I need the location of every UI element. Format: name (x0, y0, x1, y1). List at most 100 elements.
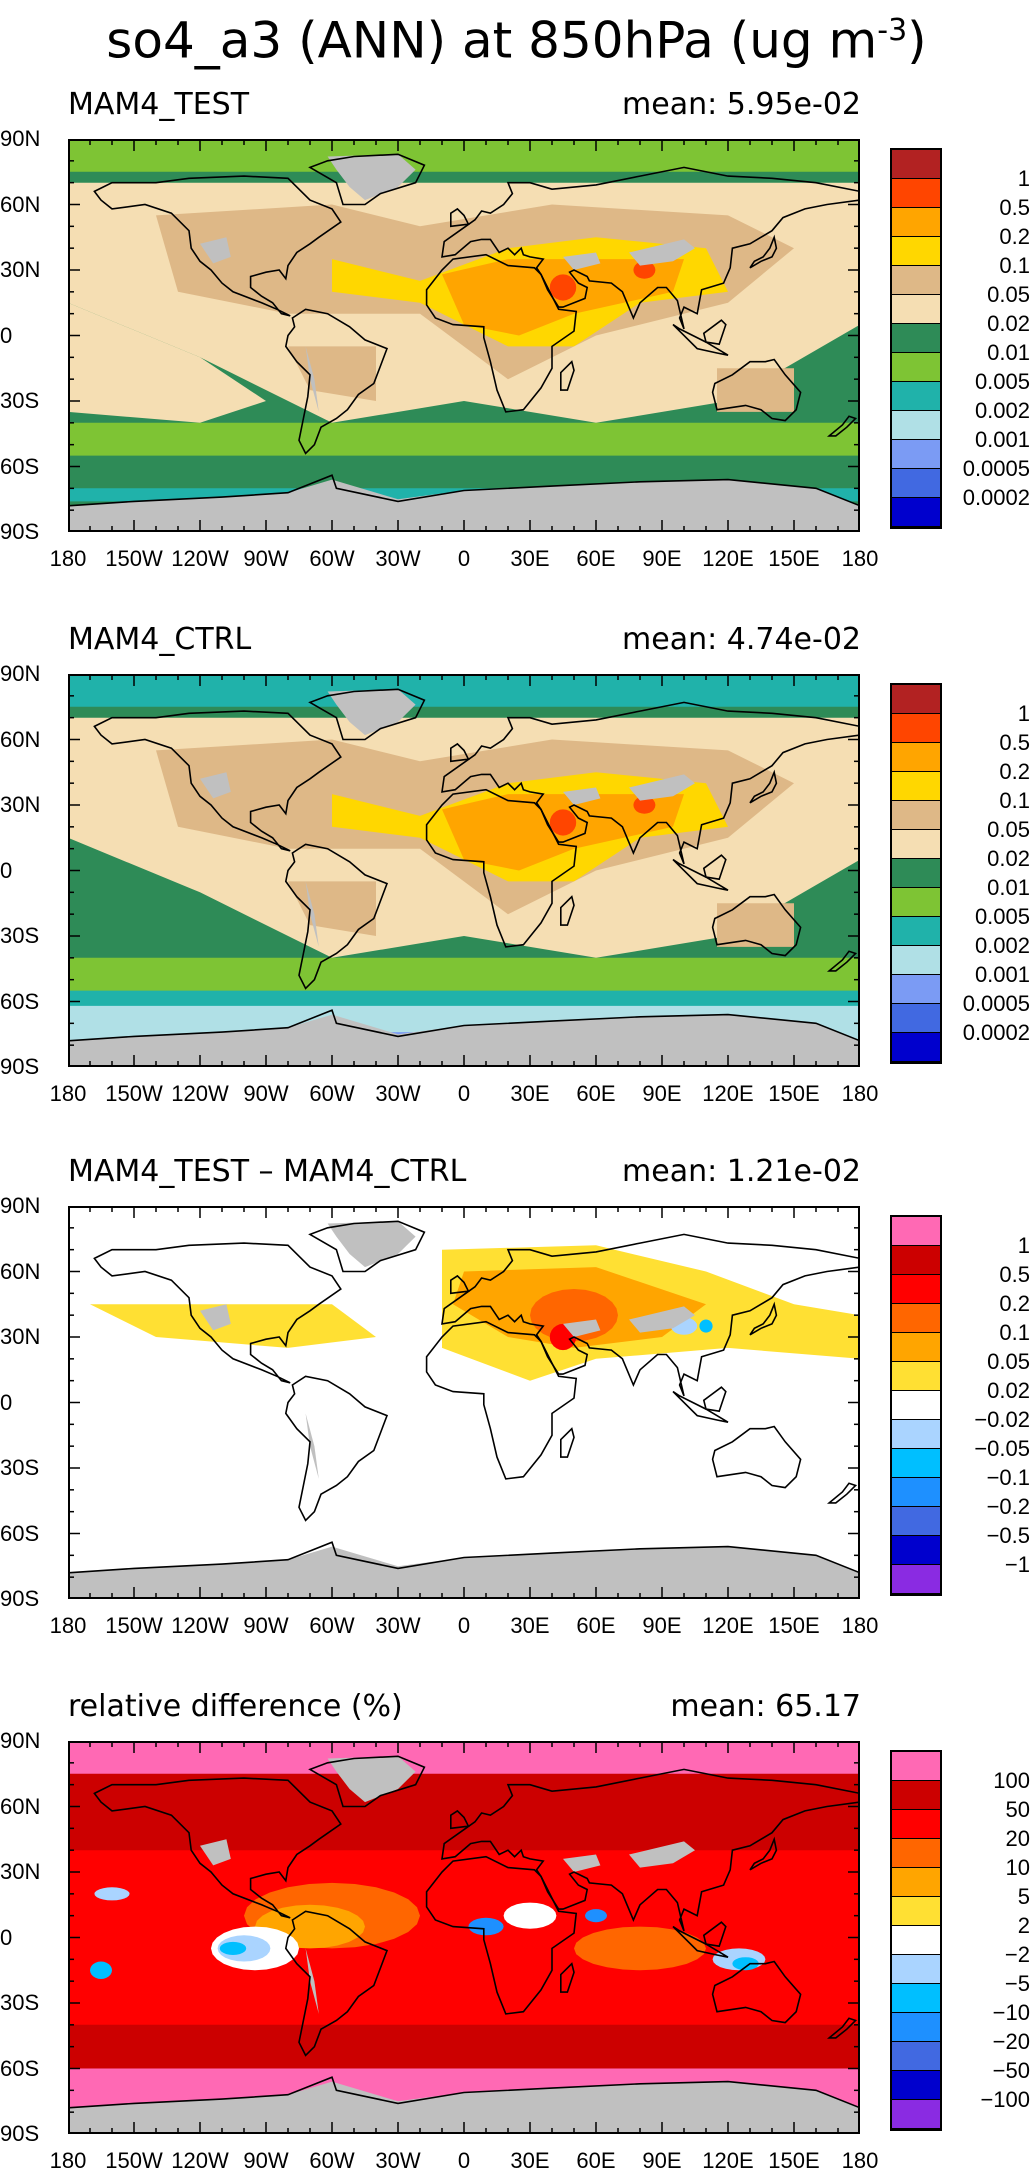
panel-title: MAM4_TEST (68, 87, 250, 122)
coastline-africa (425, 788, 578, 948)
colorbar-level-label: −20 (992, 2029, 1030, 2054)
colorbar-swatch (892, 917, 940, 946)
colorbar-swatch (892, 382, 940, 411)
colorbar-level-label: 0.5 (999, 730, 1030, 755)
colorbar-level-label: 0.001 (974, 962, 1030, 987)
coastline-newzealand (826, 415, 858, 437)
lat-tick-label: 60N (0, 191, 41, 217)
lon-tick-label: 120E (702, 1613, 754, 1638)
contour-fill (68, 1850, 860, 2025)
colorbar-level-label: −100 (980, 2087, 1030, 2112)
colorbar-swatch (892, 1478, 940, 1507)
lon-tick-label: 120W (171, 2148, 229, 2173)
colorbar-swatch (892, 801, 940, 830)
coastline-antarctica (68, 474, 860, 532)
lat-tick-label: 90S (0, 519, 40, 544)
colorbar-level-label: −1 (1004, 1552, 1030, 1577)
colorbar-level-label: −0.02 (974, 1407, 1030, 1432)
colorbar-level-label: 0.01 (987, 875, 1030, 900)
coastline-newzealand (826, 2017, 858, 2039)
colorbar-swatch (892, 150, 940, 179)
missing-data-fill (305, 346, 319, 412)
colorbar-level-label: 0.005 (974, 904, 1030, 929)
colorbar-level-label: −50 (992, 2058, 1030, 2083)
lon-tick-label: 90E (642, 1081, 682, 1106)
colorbar-swatch (892, 1839, 940, 1868)
missing-data-fill (327, 689, 416, 736)
lon-tick-label: 90W (243, 1081, 289, 1106)
colorbar-swatch (892, 1984, 940, 2013)
lat-tick-label: 90N (0, 1193, 41, 1218)
coastline-africa (425, 1855, 578, 2015)
lon-tick-label: 30E (510, 1613, 550, 1638)
lon-tick-label: 180 (49, 546, 87, 571)
colorbar-swatch (892, 353, 940, 382)
contour-fill (90, 1961, 112, 1979)
colorbar-level-label: 0.0002 (962, 485, 1030, 510)
antarctica-missing-fill (68, 2081, 860, 2134)
lon-tick-label: 60W (309, 1613, 355, 1638)
coastline-eurasia (441, 166, 860, 330)
contour-fill (717, 368, 794, 412)
coastline-antarctica (68, 1541, 860, 1599)
lat-tick-label: 30S (0, 923, 40, 948)
lat-tick-label: 0 (0, 1389, 13, 1415)
lat-tick-label: 60S (0, 1520, 40, 1546)
missing-data-fill (327, 154, 416, 201)
coastline-japan (749, 1301, 778, 1336)
coastline-southAmerica (284, 308, 389, 455)
colorbar-level-label: 0.005 (974, 369, 1030, 394)
colorbar-level-label: 1 (1017, 701, 1030, 726)
colorbar-level-label: 5 (1017, 1884, 1030, 1909)
colorbar-swatch (892, 1304, 940, 1333)
colorbar-swatch (892, 1391, 940, 1420)
colorbar-swatch (892, 440, 940, 469)
colorbar-level-label: 0.01 (987, 340, 1030, 365)
contour-fill (68, 455, 860, 478)
panel-title: MAM4_CTRL (68, 622, 252, 657)
colorbar-swatch (892, 1420, 940, 1449)
lon-tick-label: 0 (457, 2148, 471, 2173)
coastline-madagascar (559, 1427, 575, 1458)
colorbar-swatch (892, 975, 940, 1004)
coastline-australia (711, 1425, 802, 1489)
map-plot (68, 674, 860, 1067)
lon-tick-label: 30E (510, 2148, 550, 2173)
coastline-southAmerica (284, 843, 389, 990)
lat-tick-label: 60S (0, 453, 40, 479)
missing-data-fill (563, 1319, 601, 1337)
colorbar-swatch (892, 1449, 940, 1478)
missing-data-fill (200, 1304, 231, 1331)
colorbar-level-label: 0.1 (999, 1320, 1030, 1345)
coastline-uk (449, 1274, 470, 1295)
coastline-antarctica (68, 2076, 860, 2134)
lat-tick-label: 60S (0, 988, 40, 1014)
missing-data-fill (563, 787, 601, 805)
missing-data-fill (305, 1413, 319, 1479)
lat-tick-label: 30S (0, 1990, 40, 2015)
colorbar-swatch (892, 1752, 940, 1781)
lon-tick-label: 180 (841, 1081, 879, 1106)
colorbar-level-label: −0.1 (986, 1465, 1030, 1490)
lon-tick-label: 180 (841, 546, 879, 571)
missing-data-fill (629, 774, 695, 801)
lon-tick-label: 150E (768, 1081, 820, 1106)
missing-data-fill (200, 1839, 231, 1866)
coastline-southAmerica (284, 1375, 389, 1522)
panel-mean: mean: 1.21e-02 (622, 1154, 861, 1189)
colorbar-level-label: 0.002 (974, 398, 1030, 423)
coastline-newzealand (826, 950, 858, 972)
contour-fill (288, 881, 376, 936)
lon-tick-label: 150E (768, 546, 820, 571)
coastline-japan (749, 769, 778, 804)
colorbar-level-label: 0.5 (999, 195, 1030, 220)
lon-tick-label: 90W (243, 2148, 289, 2173)
colorbar-level-label: −10 (992, 2000, 1030, 2025)
coastline-eurasia (441, 1768, 860, 1932)
coastline-greenland (308, 1220, 426, 1273)
coastline-australia (711, 1960, 802, 2024)
coastline-uk (449, 742, 470, 763)
colorbar-level-label: −5 (1004, 1971, 1030, 1996)
colorbar-level-label: 0.05 (987, 817, 1030, 842)
colorbar-swatch (892, 1565, 940, 1594)
